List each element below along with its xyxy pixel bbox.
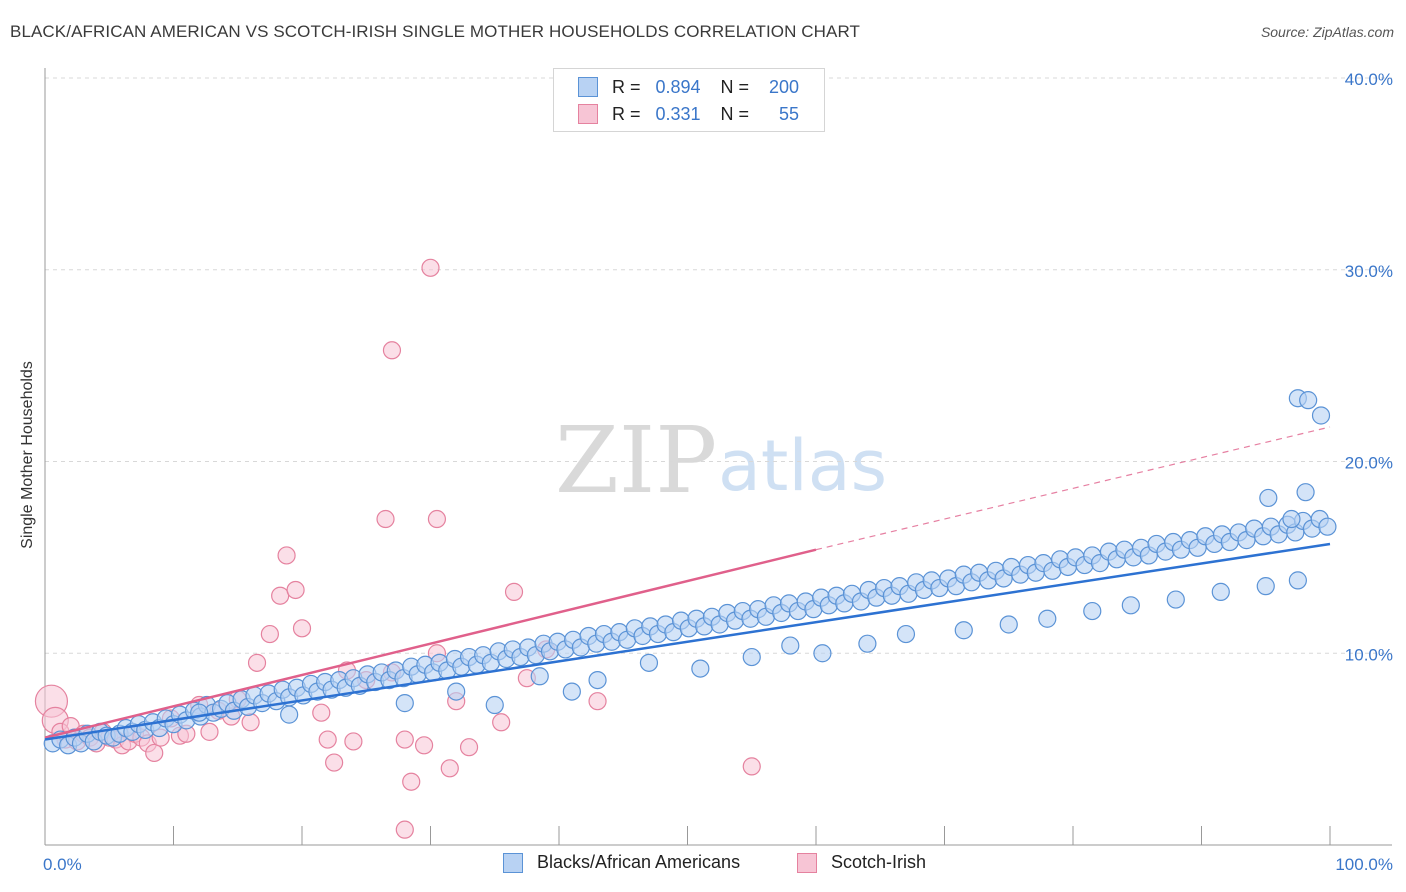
legend-row-blacks: R = 0.894 N = 200: [578, 74, 799, 100]
correlation-legend: R = 0.894 N = 200 R = 0.331 N = 55: [553, 68, 825, 132]
series-legend: Blacks/African Americans Scotch-Irish: [0, 852, 1406, 878]
scotch-irish-point: [344, 732, 363, 751]
blacks-point: [280, 705, 299, 724]
series-legend-label: Scotch-Irish: [831, 852, 927, 872]
scotch-irish-point: [421, 258, 440, 277]
scotch-irish-point: [395, 820, 414, 839]
legend-n-value: 55: [779, 103, 800, 124]
blacks-point: [1299, 391, 1318, 410]
series-legend-label: Blacks/African Americans: [537, 852, 741, 872]
scotch-irish-point: [318, 730, 337, 749]
blacks-point: [1211, 582, 1230, 601]
tick-labels: 10.0% 20.0% 30.0% 40.0% 0.0% 100.0%: [43, 70, 1393, 874]
blacks-point: [588, 670, 607, 690]
blacks-point: [813, 644, 832, 663]
scotch-irish-point: [241, 713, 260, 732]
blacks-point: [691, 659, 710, 678]
trend-lines: [44, 426, 1331, 741]
scotch-irish-point: [382, 341, 402, 360]
legend-n-label: N =: [720, 103, 750, 124]
series-legend-blacks[interactable]: Blacks/African Americans: [503, 852, 740, 873]
series-swatch-blue: [503, 852, 523, 873]
legend-n-label: N =: [720, 76, 750, 97]
scotch-irish-point: [504, 582, 524, 601]
scotch-irish-point: [271, 586, 290, 605]
blacks-point: [562, 682, 581, 701]
scotch-irish-point: [402, 772, 421, 791]
blacks-point: [530, 667, 549, 686]
blacks-point: [1256, 577, 1275, 596]
y-tick-label: 30.0%: [1345, 262, 1393, 281]
blacks-point: [1318, 517, 1337, 536]
scotch-irish-point: [277, 546, 296, 565]
series-swatch-pink: [797, 852, 817, 873]
legend-r-value: 0.894: [655, 76, 701, 97]
scotch-irish-point: [395, 730, 414, 749]
scotch-irish-trend-extension: [815, 426, 1331, 551]
scotch-irish-point: [427, 509, 447, 529]
blacks-point: [781, 636, 800, 655]
blacks-trend-line: [44, 542, 1331, 741]
legend-r-label: R =: [612, 103, 641, 124]
scotch-irish-point: [376, 509, 395, 529]
legend-n-value: 200: [768, 76, 800, 97]
scotch-irish-point: [414, 736, 434, 755]
scotch-irish-points: [34, 258, 761, 839]
blacks-point: [896, 624, 916, 644]
y-tick-label: 20.0%: [1345, 454, 1393, 473]
blacks-point: [1288, 571, 1307, 590]
blacks-point: [485, 695, 504, 715]
axes: [44, 68, 1392, 846]
scotch-irish-point: [492, 713, 511, 732]
x-tick-label-min: 0.0%: [43, 855, 82, 874]
blacks-point: [999, 615, 1018, 634]
blacks-point: [1311, 406, 1331, 425]
watermark-zip: ZIP: [555, 407, 717, 514]
scotch-irish-point: [247, 653, 267, 672]
scotch-irish-point: [588, 692, 607, 711]
blacks-point: [1282, 509, 1301, 529]
blacks-point: [190, 703, 209, 722]
legend-swatch-blue: [578, 77, 598, 97]
scotch-irish-point: [440, 759, 459, 778]
scotch-irish-point: [292, 619, 312, 638]
scotch-irish-point: [260, 624, 279, 644]
scotch-irish-point: [325, 753, 344, 772]
blacks-point: [447, 682, 466, 701]
scotch-irish-trend-line: [44, 548, 817, 739]
grid-lines: [45, 77, 1392, 654]
series-legend-scotch-irish[interactable]: Scotch-Irish: [797, 852, 926, 873]
blacks-point: [858, 634, 877, 653]
blacks-point: [1083, 601, 1102, 621]
blacks-point: [1166, 590, 1185, 609]
scotch-irish-point: [742, 757, 761, 776]
blacks-point: [1296, 483, 1315, 502]
legend-row-scotch-irish: R = 0.331 N = 55: [578, 101, 799, 127]
watermark: ZIP atlas: [555, 407, 887, 514]
blacks-point: [1038, 609, 1057, 628]
legend-swatch-pink: [578, 104, 598, 124]
chart-title: BLACK/AFRICAN AMERICAN VS SCOTCH-IRISH S…: [10, 22, 861, 41]
source-credit: Source: ZipAtlas.com: [1260, 24, 1394, 40]
scotch-irish-point: [200, 722, 219, 741]
y-tick-label: 40.0%: [1345, 70, 1393, 89]
x-tick-label-max: 100.0%: [1335, 855, 1393, 874]
blacks-point: [742, 647, 761, 667]
scotch-irish-point: [286, 580, 305, 600]
blacks-point: [639, 653, 659, 672]
blacks-point: [1259, 488, 1278, 508]
scotch-irish-point: [145, 743, 164, 763]
legend-r-value: 0.331: [655, 103, 701, 124]
blacks-point: [954, 621, 973, 640]
blacks-point: [1121, 596, 1140, 615]
scotch-irish-point: [459, 738, 479, 757]
watermark-atlas: atlas: [718, 425, 887, 507]
blacks-point: [395, 694, 414, 713]
y-tick-label: 10.0%: [1345, 645, 1393, 664]
scotch-irish-point: [312, 703, 331, 722]
legend-r-label: R =: [612, 76, 641, 97]
